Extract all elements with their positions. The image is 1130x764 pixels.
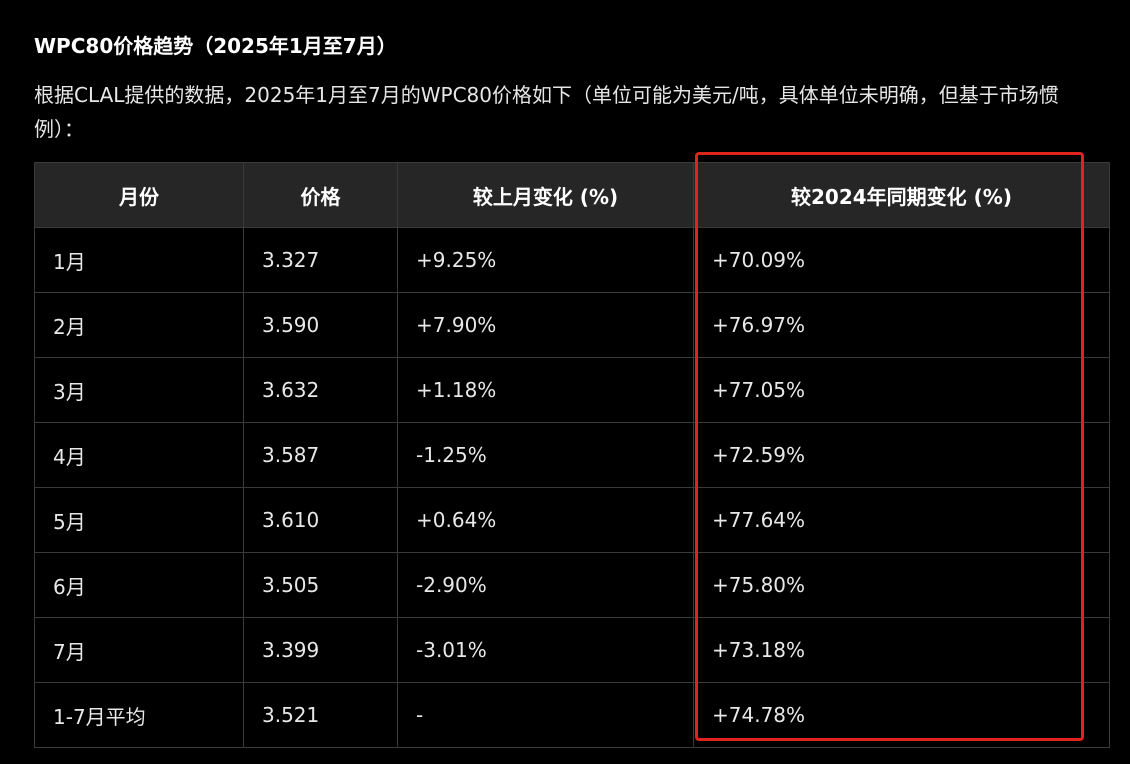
cell-month: 2月 <box>34 292 244 358</box>
cell-yoy-change: +70.09% <box>693 227 1110 293</box>
cell-mom-change: -1.25% <box>397 422 694 488</box>
header-yoy-change: 较2024年同期变化 (%) <box>693 162 1110 228</box>
cell-price: 3.327 <box>243 227 398 293</box>
cell-yoy-change: +75.80% <box>693 552 1110 618</box>
cell-mom-change: +7.90% <box>397 292 694 358</box>
cell-month: 5月 <box>34 487 244 553</box>
cell-mom-change: +9.25% <box>397 227 694 293</box>
header-month: 月份 <box>34 162 244 228</box>
cell-price: 3.521 <box>243 682 398 748</box>
cell-mom-change: -2.90% <box>397 552 694 618</box>
cell-price: 3.399 <box>243 617 398 683</box>
table-row: 3月 3.632 +1.18% +77.05% <box>34 357 1110 423</box>
cell-month: 1-7月平均 <box>34 682 244 748</box>
table-row: 6月 3.505 -2.90% +75.80% <box>34 552 1110 618</box>
intro-paragraph: 根据CLAL提供的数据，2025年1月至7月的WPC80价格如下（单位可能为美元… <box>34 83 1059 141</box>
cell-yoy-change: +73.18% <box>693 617 1110 683</box>
header-mom-change: 较上月变化 (%) <box>397 162 694 228</box>
cell-month: 7月 <box>34 617 244 683</box>
section-heading: WPC80价格趋势（2025年1月至7月） <box>34 34 397 58</box>
price-table: 月份 价格 较上月变化 (%) 较2024年同期变化 (%) 1月 3.327 … <box>34 162 1110 748</box>
table-header-row: 月份 价格 较上月变化 (%) 较2024年同期变化 (%) <box>34 162 1110 228</box>
cell-price: 3.587 <box>243 422 398 488</box>
table-row: 2月 3.590 +7.90% +76.97% <box>34 292 1110 358</box>
cell-price: 3.632 <box>243 357 398 423</box>
cell-mom-change: +1.18% <box>397 357 694 423</box>
table-row: 4月 3.587 -1.25% +72.59% <box>34 422 1110 488</box>
table-row: 5月 3.610 +0.64% +77.64% <box>34 487 1110 553</box>
table-row: 1月 3.327 +9.25% +70.09% <box>34 227 1110 293</box>
cell-month: 6月 <box>34 552 244 618</box>
cell-yoy-change: +77.64% <box>693 487 1110 553</box>
cell-price: 3.610 <box>243 487 398 553</box>
table-row-average: 1-7月平均 3.521 - +74.78% <box>34 682 1110 748</box>
cell-price: 3.505 <box>243 552 398 618</box>
cell-mom-change: +0.64% <box>397 487 694 553</box>
header-price: 价格 <box>243 162 398 228</box>
cell-yoy-change: +74.78% <box>693 682 1110 748</box>
cell-price: 3.590 <box>243 292 398 358</box>
cell-month: 3月 <box>34 357 244 423</box>
table-row: 7月 3.399 -3.01% +73.18% <box>34 617 1110 683</box>
cell-month: 4月 <box>34 422 244 488</box>
price-table-container: 月份 价格 较上月变化 (%) 较2024年同期变化 (%) 1月 3.327 … <box>34 162 1110 748</box>
cell-yoy-change: +77.05% <box>693 357 1110 423</box>
cell-yoy-change: +72.59% <box>693 422 1110 488</box>
cell-month: 1月 <box>34 227 244 293</box>
cell-yoy-change: +76.97% <box>693 292 1110 358</box>
cell-mom-change: - <box>397 682 694 748</box>
cell-mom-change: -3.01% <box>397 617 694 683</box>
